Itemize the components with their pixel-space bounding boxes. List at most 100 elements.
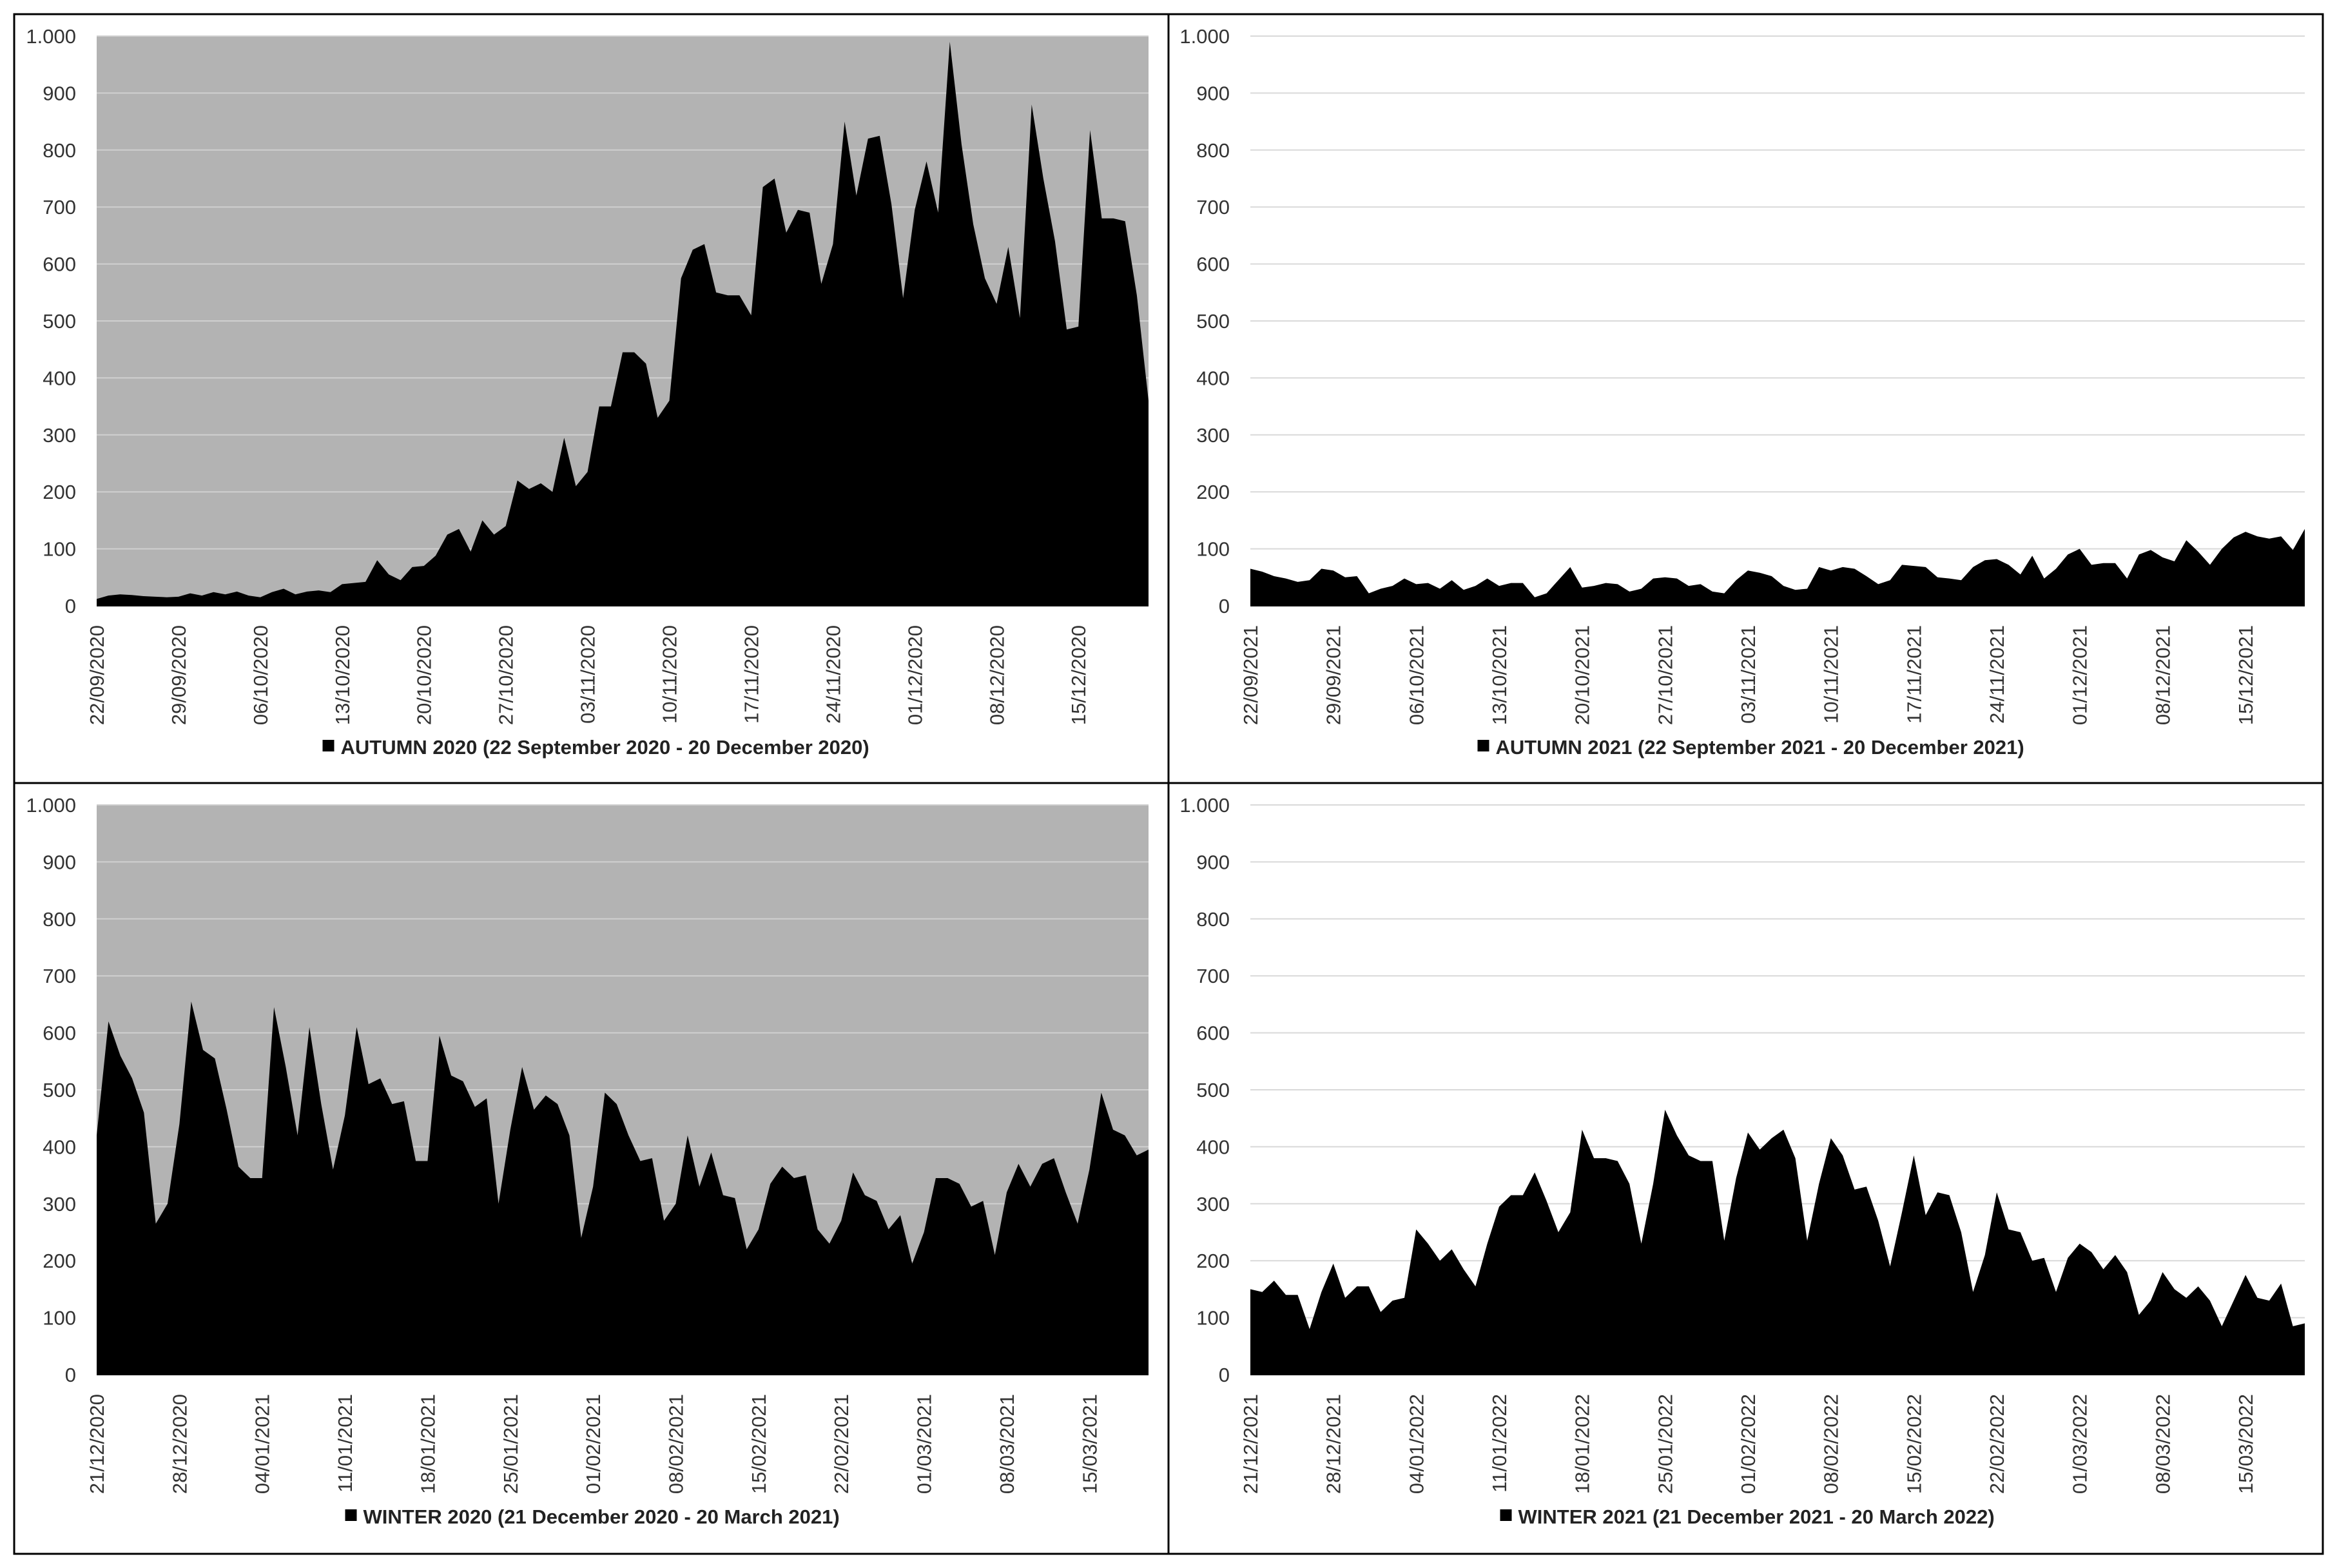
x-tick-label: 13/10/2020 bbox=[331, 625, 354, 725]
x-tick-label: 15/03/2022 bbox=[2235, 1394, 2257, 1494]
y-tick-label: 300 bbox=[1196, 1193, 1230, 1215]
x-tick-label: 10/11/2021 bbox=[1820, 625, 1843, 724]
x-tick-label: 20/10/2020 bbox=[413, 625, 436, 725]
y-tick-label: 400 bbox=[1196, 367, 1230, 389]
x-tick-label: 29/09/2021 bbox=[1323, 625, 1345, 725]
y-tick-label: 1.000 bbox=[1179, 25, 1230, 48]
panel-bottom-right: 0 100 200 300 400 500 600 700 800 900 1.000 21/12/2… bbox=[1179, 794, 2305, 1528]
panel-top-left: 0 100 200 300 400 500 600 700 800 900 1.000 22/09/2… bbox=[26, 25, 1149, 759]
y-tick-label: 100 bbox=[1196, 538, 1230, 561]
x-tick-label: 11/01/2022 bbox=[1488, 1394, 1511, 1493]
x-tick-label: 04/01/2022 bbox=[1405, 1394, 1428, 1494]
x-tick-label: 13/10/2021 bbox=[1488, 625, 1511, 725]
y-tick-label: 1.000 bbox=[26, 25, 76, 48]
y-tick-label: 100 bbox=[43, 1307, 76, 1330]
y-tick-label: 800 bbox=[43, 908, 76, 931]
x-tick-label: 08/12/2020 bbox=[985, 625, 1008, 725]
x-tick-label: 11/01/2021 bbox=[334, 1394, 356, 1493]
y-tick-label: 1.000 bbox=[26, 794, 76, 817]
y-tick-label: 600 bbox=[1196, 1022, 1230, 1045]
x-tick-label: 03/11/2020 bbox=[577, 625, 599, 724]
x-tick-label: 25/01/2021 bbox=[499, 1394, 522, 1494]
y-tick-label: 300 bbox=[1196, 424, 1230, 447]
x-tick-label: 27/10/2021 bbox=[1654, 625, 1676, 725]
x-tick-label: 25/01/2022 bbox=[1654, 1394, 1676, 1494]
x-tick-label: 28/12/2021 bbox=[1323, 1394, 1345, 1494]
y-tick-label: 900 bbox=[43, 851, 76, 873]
x-tick-label: 08/12/2021 bbox=[2151, 625, 2174, 725]
y-tick-label: 200 bbox=[1196, 1250, 1230, 1272]
x-tick-label: 18/01/2021 bbox=[416, 1394, 439, 1494]
y-tick-label: 0 bbox=[1219, 595, 1230, 617]
x-tick-label: 01/03/2022 bbox=[2069, 1394, 2091, 1494]
y-tick-label: 400 bbox=[43, 367, 76, 389]
x-tick-label: 18/01/2022 bbox=[1571, 1394, 1594, 1494]
x-tick-label: 22/09/2021 bbox=[1239, 625, 1262, 725]
y-tick-label: 0 bbox=[65, 595, 76, 617]
y-tick-label: 100 bbox=[1196, 1307, 1230, 1330]
y-tick-label: 600 bbox=[43, 1022, 76, 1045]
y-tick-label: 700 bbox=[43, 965, 76, 987]
x-tick-label: 01/12/2020 bbox=[904, 625, 926, 725]
x-tick-label: 03/11/2021 bbox=[1737, 625, 1760, 724]
area-series bbox=[97, 41, 1149, 606]
x-tick-label: 22/02/2021 bbox=[830, 1394, 853, 1494]
x-tick-label: 06/10/2020 bbox=[249, 625, 272, 725]
y-tick-label: 700 bbox=[1196, 196, 1230, 218]
x-tick-label: 06/10/2021 bbox=[1405, 625, 1428, 725]
x-tick-label: 21/12/2021 bbox=[1239, 1394, 1262, 1494]
legend-swatch bbox=[1500, 1509, 1512, 1521]
x-tick-label: 22/02/2022 bbox=[1986, 1394, 2008, 1494]
y-tick-label: 300 bbox=[43, 1193, 76, 1215]
legend-swatch bbox=[345, 1509, 357, 1521]
y-tick-label: 900 bbox=[43, 82, 76, 104]
y-tick-label: 400 bbox=[43, 1136, 76, 1158]
y-tick-label: 100 bbox=[43, 538, 76, 561]
x-tick-label: 28/12/2020 bbox=[168, 1394, 191, 1494]
x-tick-label: 01/12/2021 bbox=[2069, 625, 2091, 725]
y-tick-label: 300 bbox=[43, 424, 76, 447]
y-tick-label: 200 bbox=[1196, 481, 1230, 503]
x-tick-label: 15/12/2021 bbox=[2235, 625, 2257, 725]
y-tick-label: 1.000 bbox=[1179, 794, 1230, 817]
x-tick-label: 01/03/2021 bbox=[913, 1394, 936, 1494]
x-tick-label: 15/03/2021 bbox=[1078, 1394, 1101, 1494]
legend-swatch bbox=[322, 740, 335, 751]
x-tick-label: 29/09/2020 bbox=[168, 625, 190, 725]
y-tick-label: 800 bbox=[43, 139, 76, 162]
x-tick-label: 27/10/2020 bbox=[495, 625, 518, 725]
area-series bbox=[1250, 1109, 2305, 1375]
y-tick-label: 200 bbox=[43, 481, 76, 503]
x-tick-label: 15/12/2020 bbox=[1067, 625, 1090, 725]
y-tick-label: 600 bbox=[1196, 253, 1230, 276]
x-tick-label: 08/02/2022 bbox=[1820, 1394, 1843, 1494]
x-tick-label: 24/11/2021 bbox=[1986, 625, 2008, 724]
x-tick-label: 15/02/2021 bbox=[748, 1394, 770, 1494]
legend-label: WINTER 2020 (21 December 2020 - 20 March… bbox=[364, 1505, 840, 1528]
x-tick-label: 22/09/2020 bbox=[86, 625, 108, 725]
y-tick-label: 800 bbox=[1196, 908, 1230, 931]
x-tick-label: 17/11/2021 bbox=[1903, 625, 1925, 724]
x-tick-label: 21/12/2020 bbox=[86, 1394, 108, 1494]
x-tick-label: 08/03/2021 bbox=[996, 1394, 1018, 1494]
x-tick-label: 17/11/2020 bbox=[740, 625, 762, 724]
x-tick-label: 04/01/2021 bbox=[251, 1394, 274, 1494]
x-tick-label: 01/02/2022 bbox=[1737, 1394, 1760, 1494]
legend-swatch bbox=[1477, 740, 1489, 751]
area-series bbox=[1250, 528, 2305, 606]
x-tick-label: 08/02/2021 bbox=[665, 1394, 688, 1494]
y-tick-label: 500 bbox=[43, 310, 76, 333]
y-tick-label: 700 bbox=[1196, 965, 1230, 987]
panel-top-right: 0 100 200 300 400 500 600 700 800 900 1.000 22/09/2… bbox=[1179, 25, 2305, 759]
x-tick-label: 15/02/2022 bbox=[1903, 1394, 1925, 1494]
y-tick-label: 500 bbox=[1196, 310, 1230, 333]
x-tick-label: 01/02/2021 bbox=[582, 1394, 605, 1494]
legend-label: AUTUMN 2021 (22 September 2021 - 20 Dece… bbox=[1496, 736, 2024, 759]
legend-label: AUTUMN 2020 (22 September 2020 - 20 Dece… bbox=[341, 736, 869, 759]
y-tick-label: 500 bbox=[43, 1079, 76, 1101]
y-tick-label: 400 bbox=[1196, 1136, 1230, 1158]
y-tick-label: 200 bbox=[43, 1250, 76, 1272]
panel-bottom-left: 0 100 200 300 400 500 600 700 800 900 1.000 21/12/2… bbox=[26, 794, 1149, 1528]
